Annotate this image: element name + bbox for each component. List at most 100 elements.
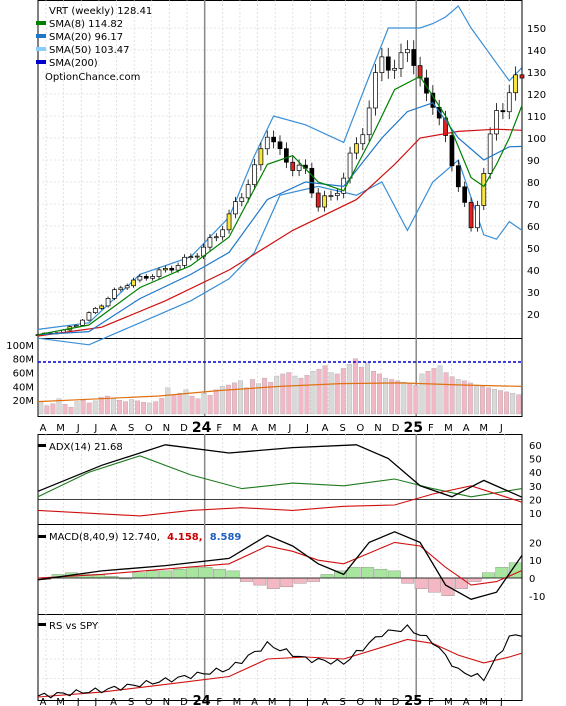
candle-body-72 — [494, 110, 499, 135]
rs-legend: RS vs SPY — [38, 621, 99, 632]
candle-body-44 — [315, 192, 321, 208]
x-label-top-14: J — [287, 423, 291, 434]
price-tick-110: 110 — [527, 112, 546, 123]
candle-body-37 — [271, 136, 276, 143]
candle-body-36 — [264, 136, 270, 150]
candle-body-75 — [513, 74, 518, 94]
macd-legend: MACD(8,40,9) 12.740, 4.158, 8.589 — [38, 532, 241, 543]
volume-bar-70 — [461, 380, 467, 415]
price-tick-40: 40 — [527, 266, 540, 277]
macd-tick-20: 20 — [529, 538, 542, 549]
macd-hist-bar-31 — [455, 577, 468, 589]
macd-line — [37, 531, 523, 600]
volume-bar-20 — [159, 397, 165, 415]
x-label-top-12: A — [251, 423, 258, 434]
volume-bar-24 — [183, 389, 189, 415]
candle-body-19 — [156, 269, 162, 277]
x-label-top-8: D — [180, 423, 188, 434]
volume-bar-36 — [256, 383, 261, 415]
candle-body-60 — [417, 65, 423, 79]
adx-swatch — [38, 444, 46, 447]
volume-bar-16 — [135, 400, 141, 415]
volume-bar-64 — [425, 371, 431, 415]
candle-body-65 — [449, 135, 455, 167]
x-label-top-26: J — [499, 423, 503, 434]
x-label-top-21: 25 — [403, 420, 422, 436]
candle-body-41 — [296, 164, 302, 171]
candle-body-10 — [99, 305, 105, 309]
volume-bar-23 — [177, 393, 183, 415]
price-tick-120: 120 — [527, 90, 546, 101]
macd-hist-bar-11 — [186, 567, 199, 579]
candle-body-15 — [131, 279, 136, 287]
candle-body-20 — [163, 268, 168, 271]
x-label-bottom-19: N — [374, 697, 381, 706]
macd-signal-line — [37, 541, 523, 586]
candle-body-27 — [207, 237, 213, 248]
macd-hist-bar-27 — [401, 577, 415, 584]
x-label-top-11: M — [233, 423, 242, 434]
x-label-bottom-24: A — [463, 697, 470, 706]
volume-bar-0 — [38, 401, 44, 415]
x-label-bottom-1: M — [56, 697, 65, 706]
macd-hist-bar-24 — [361, 567, 374, 579]
candle-body-30 — [226, 213, 232, 231]
x-label-bottom-13: M — [268, 697, 277, 706]
macd-hist-bar-20 — [307, 577, 320, 582]
volume-bar-37 — [262, 377, 268, 415]
candle-body-28 — [213, 236, 219, 239]
macd-hist-bar-10 — [172, 568, 186, 579]
candle-body-63 — [436, 107, 442, 119]
candle-body-73 — [500, 110, 506, 113]
macd-lines — [37, 531, 523, 600]
volume-bar-39 — [274, 375, 280, 415]
x-label-top-22: F — [428, 423, 434, 434]
price-tick-80: 80 — [527, 178, 540, 189]
candle-body-50 — [354, 143, 359, 154]
x-label-bottom-5: S — [128, 697, 134, 706]
candle-body-17 — [143, 276, 149, 279]
adx-legend: ADX(14) 21.68 — [38, 442, 123, 453]
volume-bar-65 — [431, 368, 437, 415]
candle-body-45 — [322, 195, 327, 208]
macd-hist-bar-9 — [159, 570, 173, 579]
volume-bar-19 — [153, 401, 159, 415]
macd-label: MACD(8,40,9) 12.740, — [49, 532, 160, 543]
volume-bar-7 — [80, 400, 86, 415]
volume-bar-59 — [395, 380, 401, 415]
volume-bar-68 — [449, 376, 455, 415]
volume-bar-60 — [401, 382, 407, 415]
x-label-top-10: F — [216, 423, 222, 434]
x-label-top-9: 24 — [192, 420, 212, 436]
volume-bar-25 — [189, 395, 195, 415]
volume-bar-71 — [467, 382, 473, 415]
candle-body-58 — [405, 49, 410, 54]
panel-frames — [37, 0, 523, 701]
volume-tick-20M: 20M — [13, 396, 34, 407]
x-label-top-7: N — [163, 423, 170, 434]
volume-bar-11 — [104, 395, 110, 415]
candle-body-14 — [124, 285, 130, 289]
x-label-top-2: J — [76, 423, 80, 434]
x-label-top-0: A — [40, 423, 47, 434]
candle-body-35 — [258, 148, 264, 166]
volume-bar-75 — [492, 388, 497, 415]
volume-bar-8 — [86, 402, 92, 415]
candle-body-29 — [220, 229, 226, 238]
volume-bar-57 — [383, 377, 389, 415]
macd-swatch — [38, 535, 46, 538]
volume-bar-63 — [419, 373, 425, 415]
candle-body-43 — [309, 167, 315, 194]
volume-tick-100M: 100M — [6, 341, 34, 352]
candle-body-52 — [366, 107, 372, 136]
candle-body-47 — [334, 192, 340, 196]
volume-bar-77 — [504, 391, 510, 415]
macd-hist-bar-25 — [374, 568, 388, 579]
macd-hist-bar-13 — [213, 568, 226, 579]
macd-signal-label: 4.158, — [167, 532, 202, 543]
adx-y-ticks: 60 50 40 30 20 10 — [529, 441, 542, 520]
macd-y-ticks: 20 10 0 -10 — [529, 538, 545, 602]
candle-body-21 — [169, 268, 175, 271]
candle-body-9 — [92, 308, 98, 314]
adx-lines — [37, 444, 523, 517]
